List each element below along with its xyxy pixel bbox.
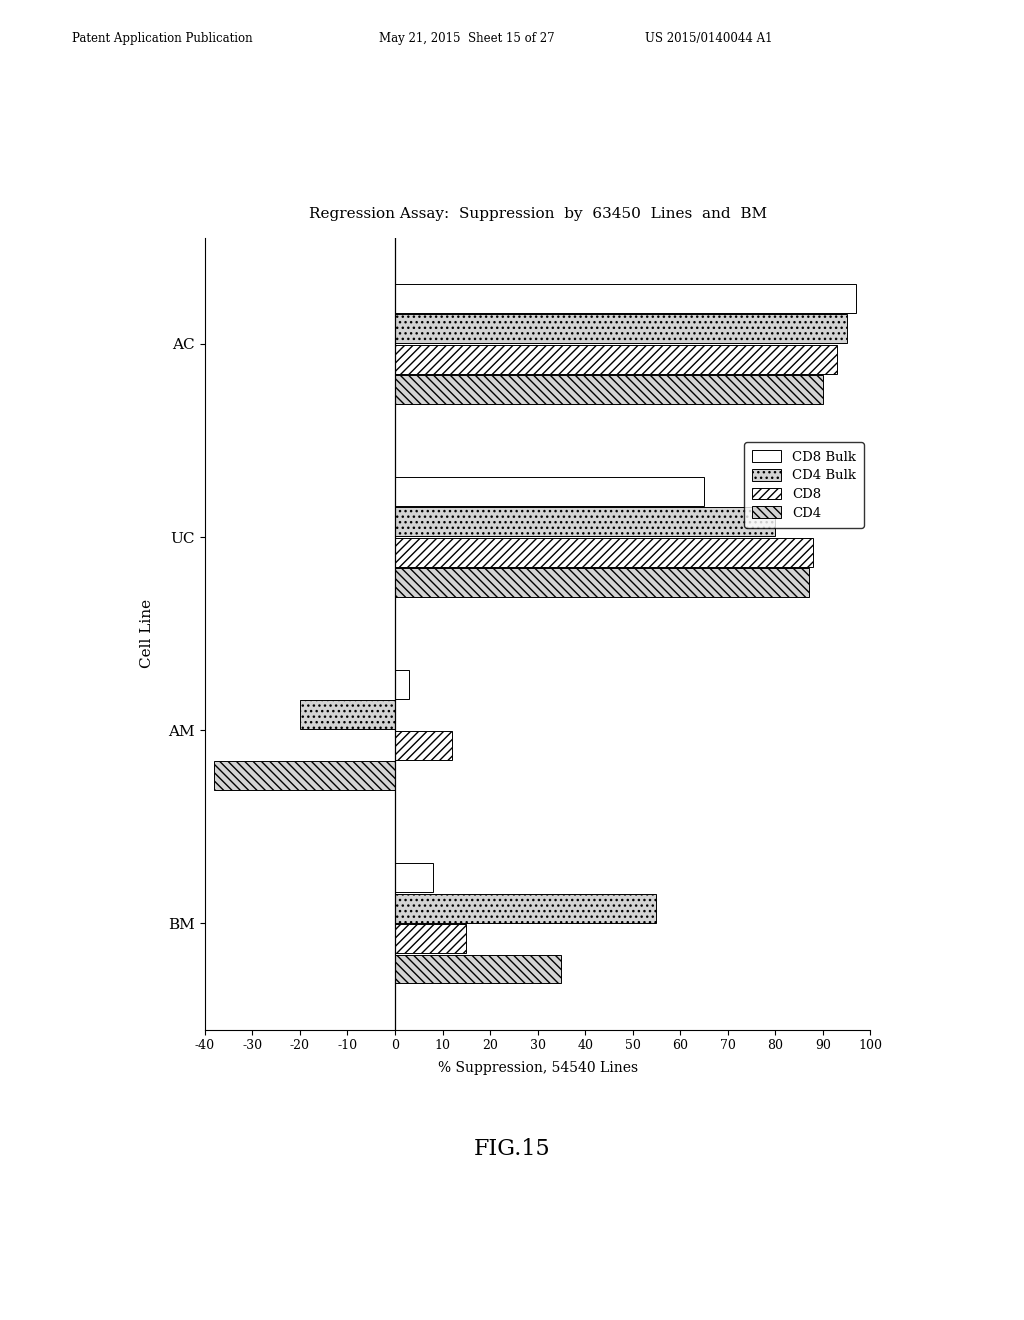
Bar bbox=[214, 762, 395, 791]
X-axis label: % Suppression, 54540 Lines: % Suppression, 54540 Lines bbox=[437, 1061, 638, 1074]
Bar bbox=[300, 701, 395, 730]
Bar bbox=[395, 375, 823, 404]
Bar bbox=[395, 507, 775, 536]
Bar bbox=[395, 568, 809, 597]
Bar bbox=[395, 954, 561, 983]
Bar bbox=[395, 477, 705, 506]
Bar bbox=[395, 894, 656, 923]
Text: Patent Application Publication: Patent Application Publication bbox=[72, 32, 252, 45]
Bar bbox=[395, 731, 452, 760]
Bar bbox=[395, 284, 856, 313]
Bar bbox=[395, 314, 847, 343]
Title: Regression Assay:  Suppression  by  63450  Lines  and  BM: Regression Assay: Suppression by 63450 L… bbox=[308, 207, 767, 222]
Bar bbox=[395, 671, 410, 700]
Bar bbox=[395, 924, 466, 953]
Text: US 2015/0140044 A1: US 2015/0140044 A1 bbox=[645, 32, 773, 45]
Bar bbox=[395, 863, 433, 892]
Bar bbox=[395, 345, 838, 374]
Y-axis label: Cell Line: Cell Line bbox=[140, 599, 155, 668]
Legend: CD8 Bulk, CD4 Bulk, CD8, CD4: CD8 Bulk, CD4 Bulk, CD8, CD4 bbox=[744, 442, 864, 528]
Text: May 21, 2015  Sheet 15 of 27: May 21, 2015 Sheet 15 of 27 bbox=[379, 32, 555, 45]
Text: FIG.15: FIG.15 bbox=[474, 1138, 550, 1160]
Bar bbox=[395, 537, 813, 566]
